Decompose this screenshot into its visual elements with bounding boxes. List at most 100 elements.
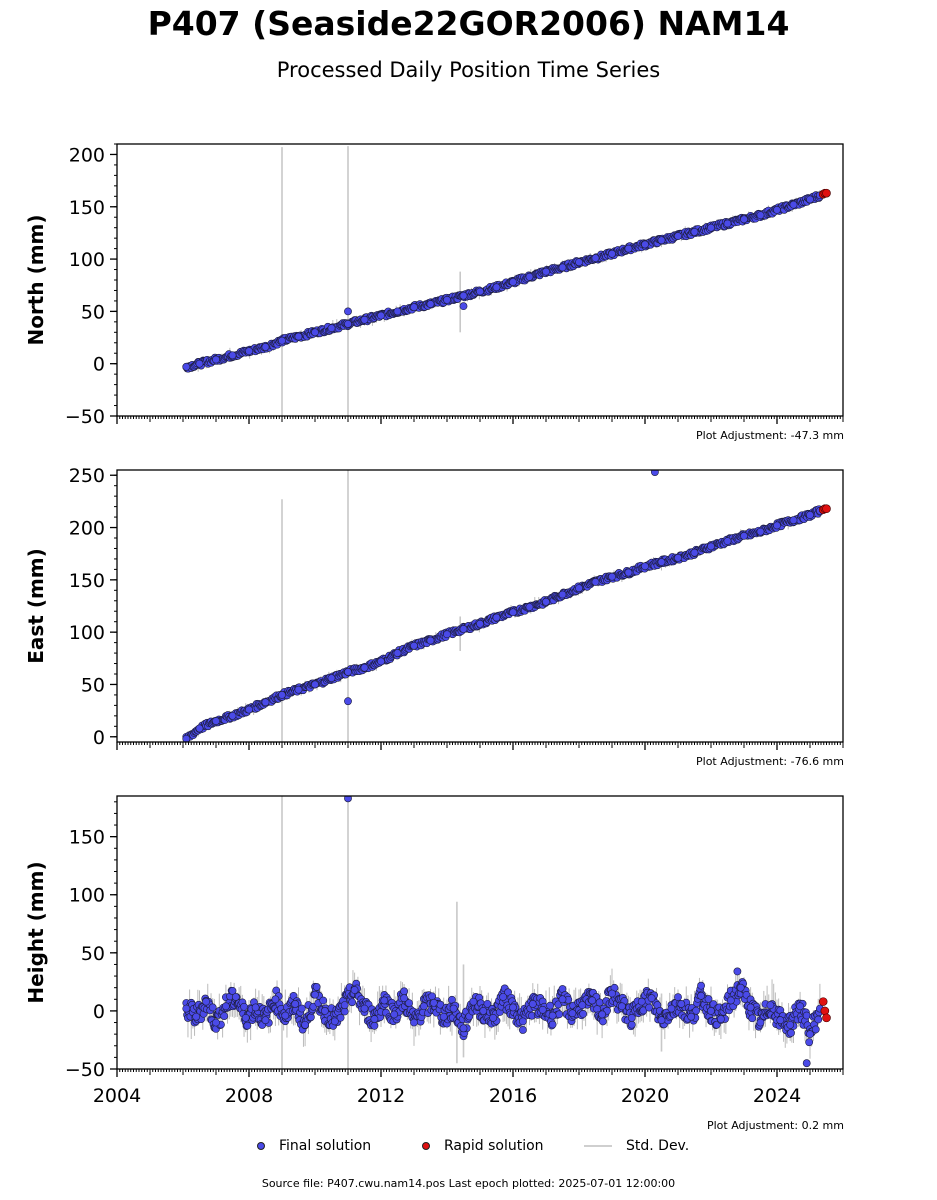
y-tick-label: −50 — [65, 406, 105, 428]
rapid-solution-marker-icon — [422, 1142, 430, 1150]
final-point — [591, 254, 600, 262]
final-point — [677, 1000, 686, 1008]
final-point — [370, 1021, 379, 1030]
y-tick-label: 150 — [69, 197, 105, 219]
final-point — [528, 1000, 537, 1008]
final-point — [195, 724, 204, 733]
final-point — [311, 990, 319, 999]
east-plot-area — [182, 470, 831, 742]
final-point — [499, 993, 507, 1001]
final-point — [789, 200, 798, 209]
final-point — [657, 558, 666, 566]
final-point — [667, 1004, 676, 1013]
height-std-dev-bars — [185, 796, 821, 1069]
final-point — [657, 1016, 666, 1025]
final-point — [336, 1013, 345, 1022]
final-point — [426, 636, 435, 645]
east-adjustment-label: Plot Adjustment: -76.6 mm — [696, 755, 844, 768]
chart-title: P407 (Seaside22GOR2006) NAM14 — [147, 4, 790, 43]
final-point — [509, 608, 517, 617]
final-point — [773, 206, 781, 214]
final-point — [212, 717, 220, 725]
final-point — [542, 267, 550, 276]
y-tick-label: 50 — [81, 301, 105, 323]
final-point — [641, 240, 649, 249]
final-point — [627, 1020, 636, 1029]
final-point — [756, 527, 765, 536]
final-point — [380, 996, 389, 1005]
final-point — [327, 324, 336, 333]
final-solution-marker-icon — [257, 1142, 265, 1150]
final-point — [786, 1020, 795, 1029]
rapid-point — [822, 1013, 831, 1023]
final-point — [558, 995, 567, 1004]
y-tick-label: 250 — [69, 465, 105, 487]
final-point — [377, 311, 385, 320]
final-point — [519, 1026, 527, 1034]
final-point — [717, 1015, 725, 1023]
north-adjustment-label: Plot Adjustment: -47.3 mm — [696, 429, 844, 442]
final-point — [245, 347, 253, 356]
final-point — [558, 263, 567, 272]
final-point — [641, 562, 649, 571]
final-point — [591, 578, 600, 586]
final-point — [548, 1020, 557, 1029]
final-point — [360, 663, 369, 672]
final-point — [598, 1010, 606, 1019]
final-point — [327, 674, 336, 683]
final-point — [805, 1038, 814, 1047]
final-point — [261, 343, 270, 351]
height-adjustment-label: Plot Adjustment: 0.2 mm — [706, 1119, 844, 1132]
final-point — [261, 1016, 270, 1025]
final-point — [301, 1020, 309, 1029]
final-point — [231, 993, 240, 1001]
final-point — [306, 1013, 315, 1022]
final-point — [297, 1004, 306, 1013]
final-point — [344, 320, 352, 328]
legend-std-label: Std. Dev. — [626, 1138, 690, 1154]
final-point — [776, 1016, 785, 1025]
final-point — [360, 1004, 369, 1013]
final-point — [697, 991, 705, 1000]
final-point — [627, 1013, 636, 1022]
final-point — [330, 1017, 339, 1026]
rapid-point — [820, 1006, 830, 1016]
final-point — [599, 1017, 607, 1026]
final-point — [311, 328, 319, 337]
final-point — [459, 625, 468, 633]
final-point — [707, 1007, 715, 1015]
final-point — [756, 211, 765, 220]
y-tick-label: 150 — [69, 570, 105, 592]
final-point — [814, 1015, 823, 1024]
y-tick-label: 0 — [93, 727, 105, 749]
final-point — [674, 232, 682, 240]
final-point — [618, 1002, 626, 1011]
y-tick-label: 150 — [69, 827, 105, 849]
final-point — [212, 355, 220, 364]
final-point — [538, 1005, 547, 1014]
legend-final: Final solution — [257, 1138, 371, 1154]
final-point — [400, 987, 408, 996]
y-tick-label: 0 — [93, 1001, 105, 1023]
final-point — [410, 641, 418, 650]
final-point — [240, 1002, 248, 1011]
y-tick-label: 200 — [69, 144, 105, 166]
final-point — [746, 1003, 755, 1012]
final-point — [228, 351, 237, 360]
final-point — [243, 1021, 252, 1030]
final-point — [806, 195, 814, 204]
final-point — [548, 1011, 557, 1020]
north-y-axis-label: North (mm) — [24, 214, 48, 345]
final-point — [608, 249, 616, 258]
outlier-point — [802, 1059, 811, 1068]
final-point — [806, 511, 814, 519]
legend-std: Std. Dev. — [584, 1138, 689, 1154]
final-point — [525, 603, 534, 611]
final-point — [312, 983, 321, 991]
source-footer: Source file: P407.cwu.nam14.pos Last epo… — [261, 1177, 676, 1190]
x-tick-label: 2012 — [357, 1085, 405, 1107]
final-point — [426, 300, 435, 308]
final-point — [439, 1012, 448, 1021]
final-point — [624, 568, 633, 577]
